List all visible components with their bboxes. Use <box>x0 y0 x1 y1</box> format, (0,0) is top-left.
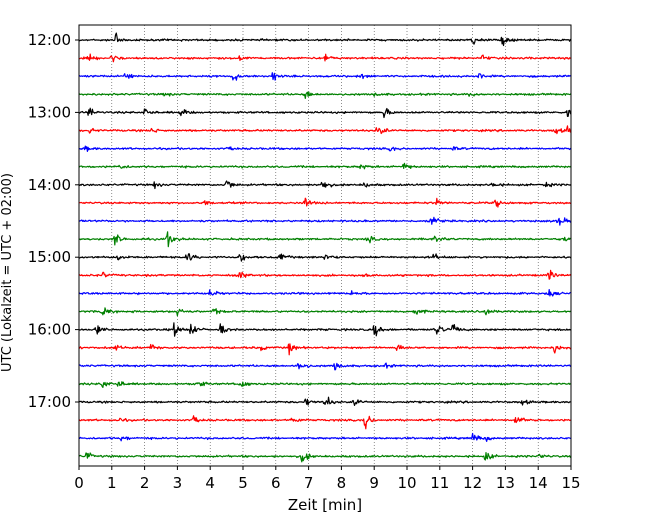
plot-frame <box>78 24 572 467</box>
x-tick-label: 10 <box>397 474 416 492</box>
trace-1345 <box>78 162 572 170</box>
axis-ticks: 0 1 2 3 4 5 6 7 8 9 10 11 12 13 14 1512:0013:0014:0015:… <box>28 31 581 492</box>
trace-1615 <box>78 343 572 356</box>
x-tick-label: 8 <box>337 474 347 492</box>
y-tick-label: 16:00 <box>28 321 71 339</box>
x-tick-label: 7 <box>304 474 314 492</box>
x-tick-label: 3 <box>173 474 183 492</box>
x-tick-label: 13 <box>496 474 515 492</box>
trace-1415 <box>78 197 571 208</box>
trace-1630 <box>78 362 571 371</box>
trace-1230 <box>78 72 572 81</box>
x-tick-label: 2 <box>140 474 150 492</box>
x-tick-label: 4 <box>205 474 215 492</box>
trace-1545 <box>78 307 572 317</box>
trace-1745 <box>78 452 572 463</box>
y-axis-title: UTC (Lokalzeit = UTC + 02:00) <box>0 173 15 372</box>
y-tick-label: 15:00 <box>28 248 71 266</box>
trace-1700 <box>78 396 572 406</box>
trace-1445 <box>78 231 572 248</box>
x-tick-label: 11 <box>430 474 449 492</box>
trace-1530 <box>78 289 572 297</box>
x-axis-title: Zeit [min] <box>288 496 362 514</box>
trace-1430 <box>78 216 572 226</box>
trace-1500 <box>78 253 572 262</box>
trace-1330 <box>78 145 572 152</box>
trace-1200 <box>78 32 572 47</box>
trace-1645 <box>79 381 572 388</box>
y-tick-label: 12:00 <box>28 31 71 49</box>
x-tick-label: 9 <box>369 474 379 492</box>
x-tick-label: 0 <box>74 474 84 492</box>
x-tick-label: 5 <box>238 474 248 492</box>
trace-1300 <box>78 107 572 119</box>
y-tick-label: 13:00 <box>28 103 71 121</box>
trace-1215 <box>78 53 572 63</box>
trace-1315 <box>79 125 572 135</box>
x-tick-label: 14 <box>529 474 548 492</box>
trace-1600 <box>78 322 572 337</box>
trace-1400 <box>78 180 572 190</box>
trace-1515 <box>78 269 572 280</box>
x-tick-label: 1 <box>107 474 117 492</box>
trace-group <box>78 32 572 463</box>
trace-1715 <box>78 415 572 430</box>
y-tick-label: 14:00 <box>28 176 71 194</box>
x-tick-label: 12 <box>463 474 482 492</box>
trace-1245 <box>78 91 572 99</box>
trace-1730 <box>78 432 572 442</box>
x-tick-label: 15 <box>561 474 580 492</box>
x-tick-label: 6 <box>271 474 281 492</box>
y-tick-label: 17:00 <box>28 393 71 411</box>
